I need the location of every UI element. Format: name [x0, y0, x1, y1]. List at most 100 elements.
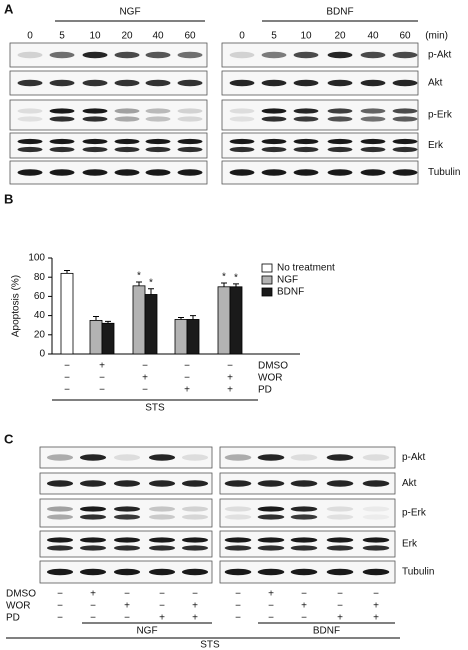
blot-label: Akt [428, 78, 443, 89]
band [327, 138, 353, 145]
blot [221, 132, 419, 159]
treatment-sign: + [124, 601, 130, 612]
band [261, 169, 287, 176]
band [257, 568, 285, 576]
treatment-label: DMSO [258, 361, 288, 372]
band [327, 146, 353, 153]
band [360, 138, 386, 145]
band [145, 169, 171, 176]
band [326, 537, 354, 543]
band [148, 506, 176, 512]
band [257, 454, 285, 461]
band [257, 537, 285, 543]
band [113, 537, 141, 543]
time-label: 40 [152, 31, 164, 42]
band [177, 169, 203, 176]
band [82, 116, 108, 122]
band [113, 506, 141, 512]
error-bar [178, 317, 184, 320]
legend-swatch [261, 287, 273, 297]
band [79, 506, 107, 512]
blot [9, 99, 208, 131]
treatment-sign: − [64, 385, 70, 396]
treatment-label: WOR [258, 373, 282, 384]
band [177, 116, 203, 122]
band [46, 537, 74, 543]
y-tick-label: 80 [34, 272, 46, 283]
band [290, 480, 318, 487]
band [224, 506, 252, 512]
bar [217, 286, 231, 355]
treatment-sign: + [301, 601, 307, 612]
time-label: 20 [334, 31, 346, 42]
bar [132, 285, 146, 355]
band [261, 116, 287, 122]
band [326, 545, 354, 551]
blot-label: Erk [402, 539, 418, 550]
time-label: 60 [399, 31, 411, 42]
band [82, 169, 108, 176]
band [290, 545, 318, 551]
band [327, 116, 353, 122]
treatment-sign: − [64, 361, 70, 372]
y-tick-label: 40 [34, 310, 46, 321]
band [257, 514, 285, 520]
band [181, 568, 209, 576]
band [257, 506, 285, 512]
treatment-sign: − [57, 601, 63, 612]
bar [60, 272, 74, 355]
treatment-sign: + [99, 361, 105, 372]
band [82, 79, 108, 87]
band [261, 79, 287, 87]
band [327, 108, 353, 114]
band [17, 169, 43, 176]
blot [219, 446, 396, 469]
band [181, 480, 209, 487]
band [145, 108, 171, 114]
treatment-sign: − [124, 613, 130, 624]
group-label: BDNF [326, 7, 353, 18]
blot [219, 530, 396, 558]
band [362, 568, 390, 576]
blot-label: Tubulin [428, 167, 460, 178]
band [17, 51, 43, 59]
band [257, 545, 285, 551]
treatment-sign: − [301, 589, 307, 600]
band [224, 480, 252, 487]
blot [221, 160, 419, 185]
band [113, 480, 141, 487]
blot [221, 99, 419, 131]
time-label: 60 [184, 31, 196, 42]
band [181, 454, 209, 461]
treatment-sign: − [337, 601, 343, 612]
band [290, 506, 318, 512]
significance-mark: * [149, 277, 153, 288]
band [360, 116, 386, 122]
band [79, 454, 107, 461]
error-bar [148, 288, 154, 295]
band [113, 568, 141, 576]
y-tick-label: 100 [28, 253, 45, 264]
error-bar [233, 283, 239, 287]
blot [39, 530, 213, 558]
time-label: 10 [300, 31, 312, 42]
band [79, 537, 107, 543]
band [326, 480, 354, 487]
treatment-sign: + [142, 373, 148, 384]
band [229, 116, 255, 122]
band [326, 506, 354, 512]
error-bar [221, 282, 227, 287]
band [360, 169, 386, 176]
band [49, 79, 75, 87]
bar [89, 319, 103, 355]
treatment-sign: + [227, 373, 233, 384]
treatment-sign: − [227, 361, 233, 372]
treatment-sign: − [184, 361, 190, 372]
band [392, 116, 418, 122]
band [229, 51, 255, 59]
band [114, 169, 140, 176]
band [145, 138, 171, 145]
band [392, 169, 418, 176]
band [46, 568, 74, 576]
blot [9, 160, 208, 185]
